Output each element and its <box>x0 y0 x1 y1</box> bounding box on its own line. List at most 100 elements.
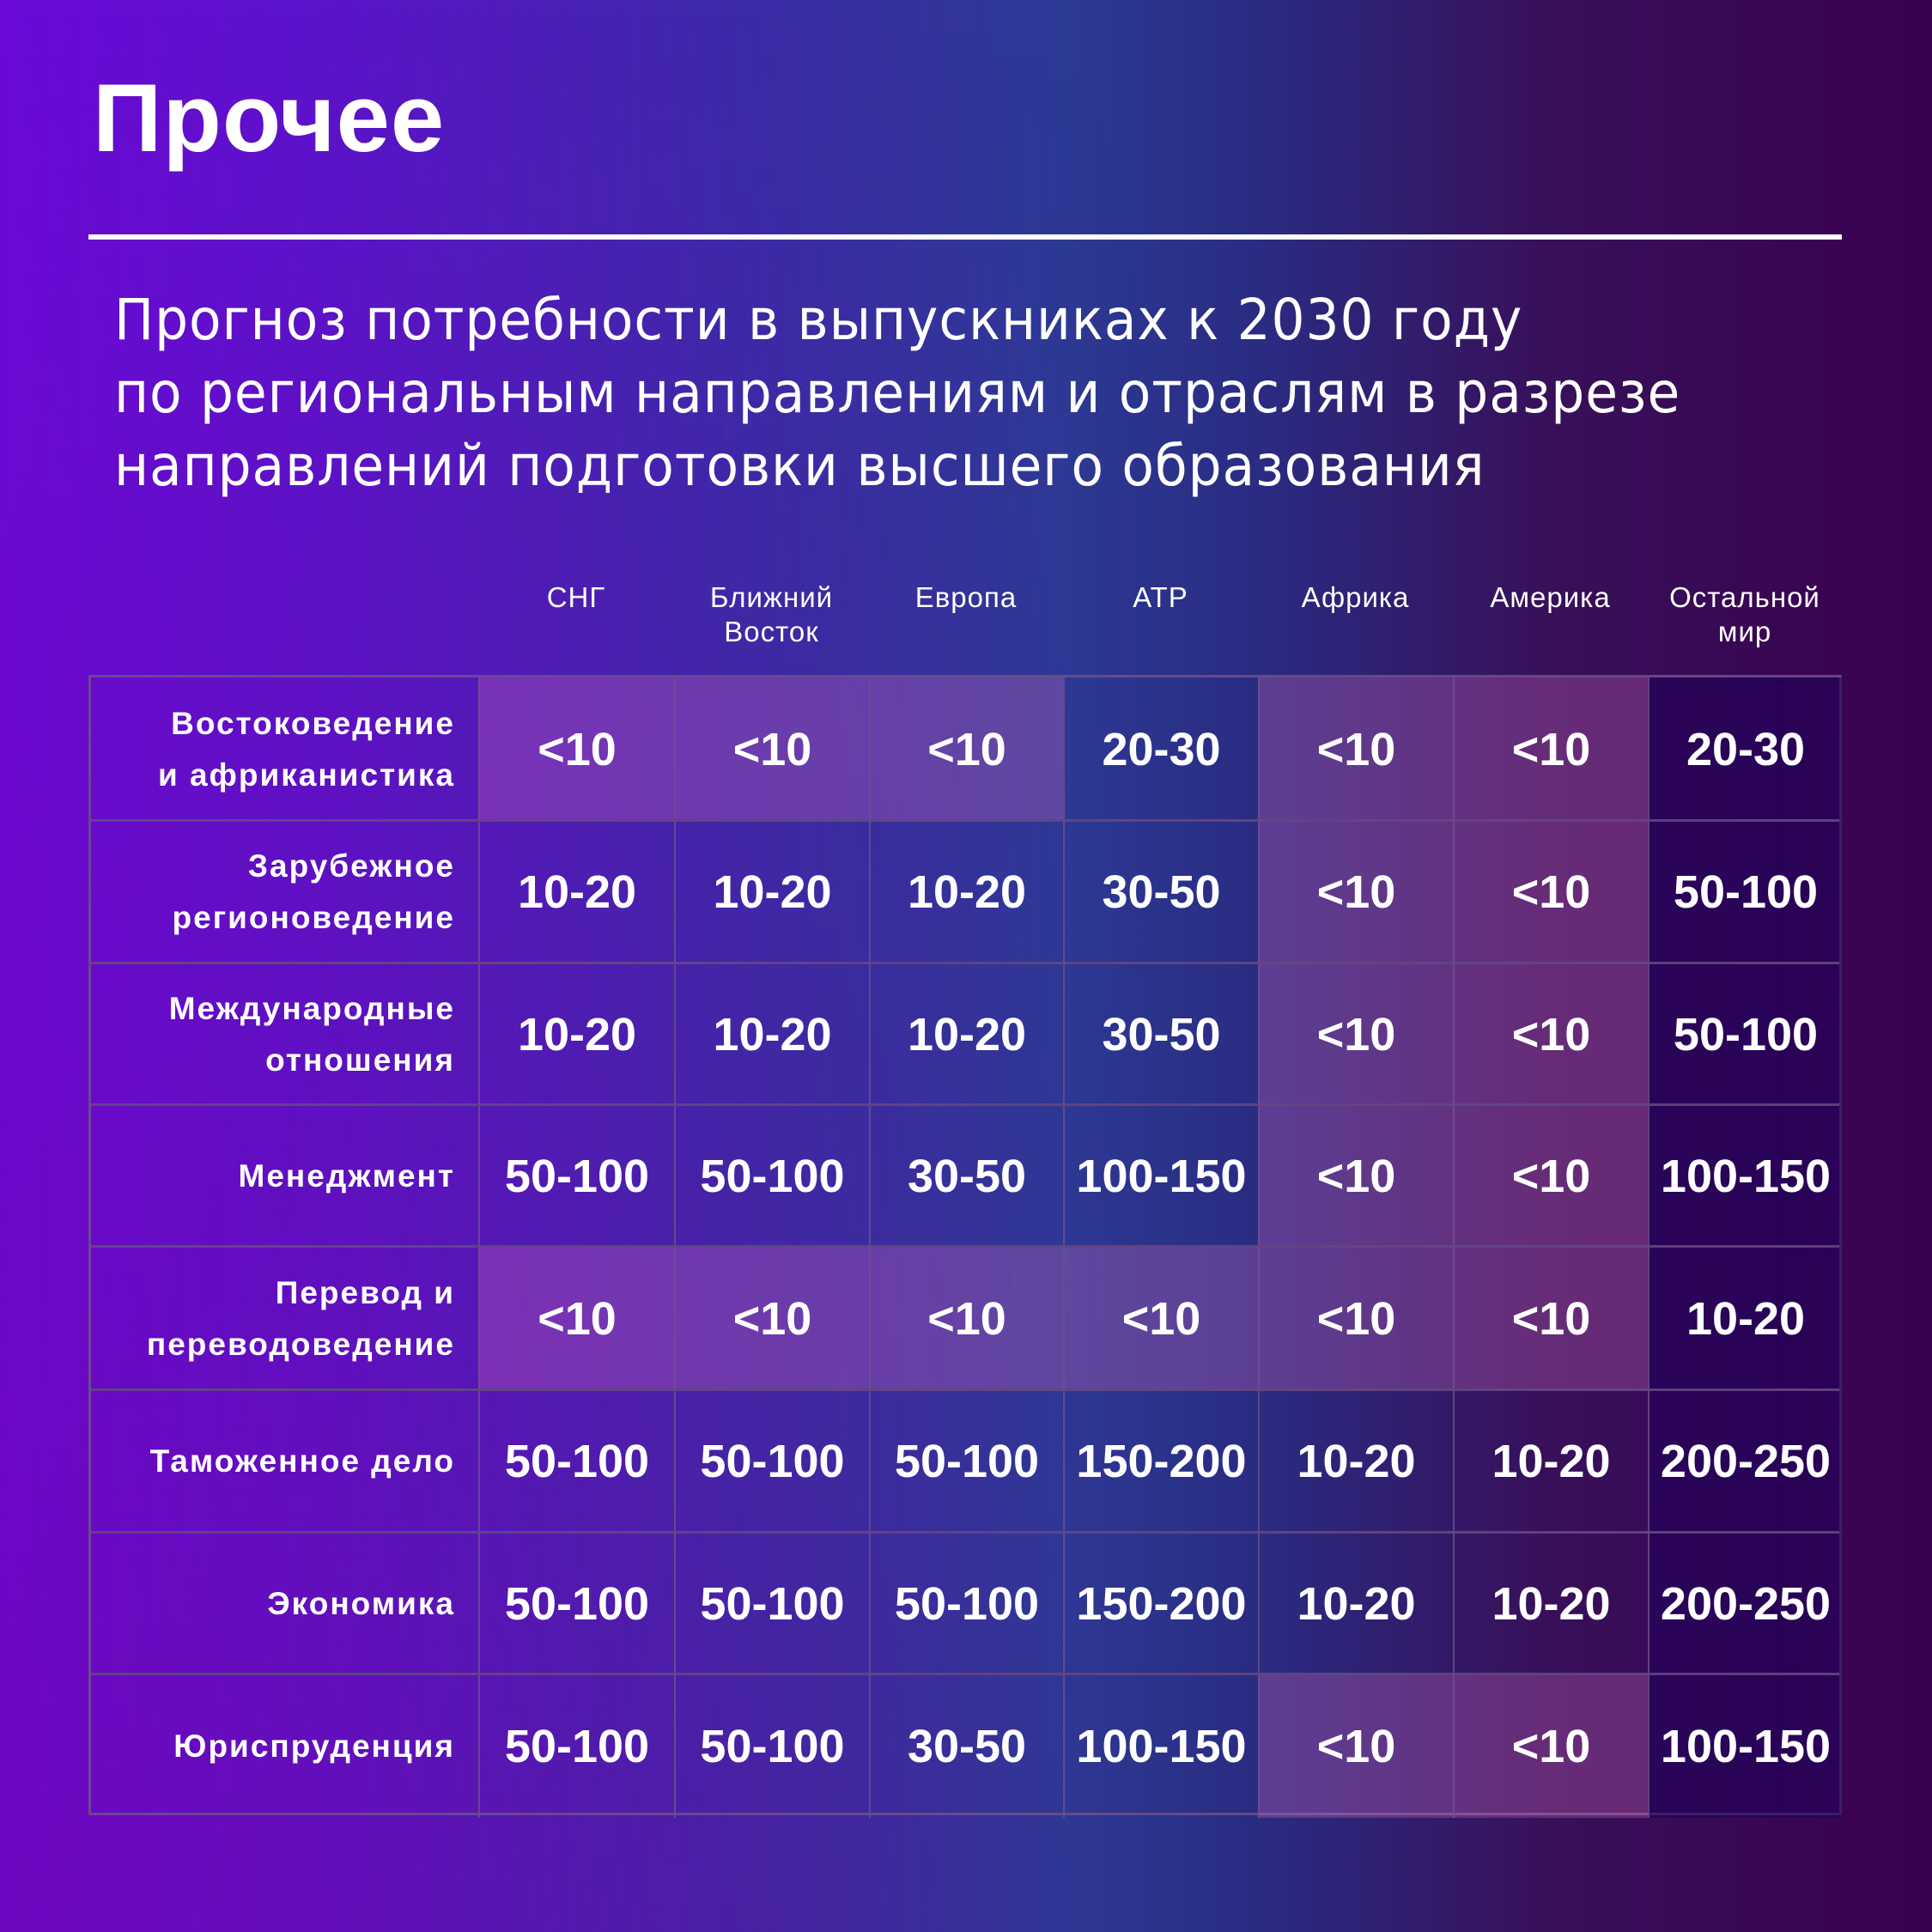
page-title: Прочее <box>93 64 446 172</box>
row-divider <box>91 1673 1839 1675</box>
table-cell: 10-20 <box>1453 1390 1648 1533</box>
row-label-line: Юриспруденция <box>173 1728 455 1764</box>
table-cell: 30-50 <box>869 1105 1063 1247</box>
row-label-line: Таможенное дело <box>149 1443 455 1479</box>
table-row: Таможенное дело 50-100 50-100 50-100 150-200… <box>91 1388 1842 1533</box>
row-label-line: Международные <box>168 990 455 1026</box>
table-cell: 50-100 <box>478 1390 674 1533</box>
row-divider <box>91 962 1839 964</box>
table-cell: <10 <box>1063 1247 1258 1390</box>
table-cell: 10-20 <box>478 963 674 1105</box>
subtitle-line: направлений подготовки высшего образован… <box>114 433 1485 499</box>
table-row: Зарубежное регионоведение 10-20 10-20 10-20 3… <box>91 819 1842 963</box>
table-cell: <10 <box>1453 1105 1648 1247</box>
column-header-line: Ближний <box>709 581 834 613</box>
subtitle-line: Прогноз потребности в выпускниках к 2030… <box>114 287 1523 353</box>
table-cell: <10 <box>1258 963 1453 1105</box>
row-label-line: регионоведение <box>172 900 455 935</box>
row-divider <box>91 819 1839 822</box>
table-row: Менеджмент 50-100 50-100 30-50 100-150 <10 <10… <box>91 1103 1842 1247</box>
table-cell: <10 <box>1258 821 1453 963</box>
row-label-line: и африканистика <box>157 756 455 793</box>
table-cell: <10 <box>869 1247 1063 1390</box>
row-label: Экономика <box>91 1533 481 1674</box>
table-cell: <10 <box>478 677 674 821</box>
table-cell: 50-100 <box>478 1533 674 1674</box>
row-label-line: Зарубежное <box>247 848 455 884</box>
row-label: Юриспруденция <box>91 1674 481 1818</box>
table-cell: <10 <box>674 677 869 821</box>
table-cell: 200-250 <box>1648 1533 1842 1674</box>
column-header: СНГ <box>478 580 674 615</box>
table-cell: 100-150 <box>1063 1105 1258 1247</box>
table-cell: <10 <box>478 1247 674 1390</box>
table-cell: <10 <box>1453 1674 1648 1818</box>
row-label: Менеджмент <box>91 1105 481 1247</box>
table-cell: 10-20 <box>1258 1390 1453 1533</box>
column-header-line: Европа <box>914 581 1018 613</box>
table-cell: 50-100 <box>674 1533 869 1674</box>
table-row: Перевод и переводоведение <10 <10 <10 <10 <10 <… <box>91 1245 1842 1390</box>
table-cell: 50-100 <box>478 1674 674 1818</box>
table-row: Востоковедение и африканистика <10 <10 <10 20… <box>91 677 1842 821</box>
table-cell: 50-100 <box>478 1105 674 1247</box>
table-row: Юриспруденция 50-100 50-100 30-50 100-150 <10… <box>91 1673 1842 1818</box>
table-cell: <10 <box>1258 1674 1453 1818</box>
column-header: Ближний Восток <box>674 580 869 649</box>
table-cell: 10-20 <box>674 963 869 1105</box>
subtitle-line: по региональным направлениям и отраслям … <box>114 360 1681 426</box>
table-cell: 10-20 <box>1648 1247 1842 1390</box>
table-cell: <10 <box>1258 1247 1453 1390</box>
row-label-line: Экономика <box>267 1585 455 1621</box>
table-cell: 20-30 <box>1063 677 1258 821</box>
table-cell: 50-100 <box>674 1390 869 1533</box>
table-cell: 30-50 <box>869 1674 1063 1818</box>
data-table: Востоковедение и африканистика <10 <10 <10 20… <box>88 675 1842 1818</box>
table-cell: 10-20 <box>478 821 674 963</box>
column-header: Европа <box>869 580 1063 615</box>
row-divider <box>91 1388 1839 1391</box>
table-cell: <10 <box>1453 677 1648 821</box>
table-cell: 50-100 <box>674 1105 869 1247</box>
table-cell: <10 <box>1258 1105 1453 1247</box>
column-header-line: мир <box>1717 616 1772 647</box>
table-cell: 50-100 <box>869 1390 1063 1533</box>
column-header-line: СНГ <box>546 581 606 613</box>
table-cell: 30-50 <box>1063 821 1258 963</box>
table-cell: 100-150 <box>1648 1674 1842 1818</box>
column-header-line: Остальной <box>1669 581 1820 613</box>
table-cell: <10 <box>1453 963 1648 1105</box>
row-label-line: Перевод и <box>275 1274 455 1310</box>
row-label: Таможенное дело <box>91 1390 481 1533</box>
row-label-line: переводоведение <box>146 1326 455 1362</box>
column-header-line: АТР <box>1133 581 1188 613</box>
table-cell: 10-20 <box>674 821 869 963</box>
row-label: Перевод и переводоведение <box>91 1247 481 1390</box>
table-cell: <10 <box>1453 821 1648 963</box>
table-cell: 10-20 <box>1258 1533 1453 1674</box>
row-divider <box>91 1103 1839 1106</box>
row-divider <box>91 1531 1839 1534</box>
table-cell: 30-50 <box>1063 963 1258 1105</box>
row-label-line: Востоковедение <box>171 705 455 741</box>
table-cell: <10 <box>1453 1247 1648 1390</box>
row-label: Зарубежное регионоведение <box>91 821 481 963</box>
table-cell: 10-20 <box>869 821 1063 963</box>
column-header: Африка <box>1258 580 1453 615</box>
title-divider <box>88 234 1842 240</box>
row-label-line: Менеджмент <box>238 1157 455 1194</box>
table-cell: <10 <box>1258 677 1453 821</box>
table-cell: 50-100 <box>869 1533 1063 1674</box>
table-cell: 100-150 <box>1063 1674 1258 1818</box>
table-cell: <10 <box>869 677 1063 821</box>
table-cell: 20-30 <box>1648 677 1842 821</box>
row-label: Востоковедение и африканистика <box>91 677 481 821</box>
subtitle: Прогноз потребности в выпускниках к 2030… <box>114 283 1752 502</box>
table-row: Экономика 50-100 50-100 50-100 150-200 10-20 1… <box>91 1531 1842 1674</box>
column-header: АТР <box>1063 580 1258 615</box>
table-row: Международные отношения 10-20 10-20 10-20 30-… <box>91 962 1842 1105</box>
column-header-line: Америка <box>1490 581 1611 613</box>
table-cell: 200-250 <box>1648 1390 1842 1533</box>
table-cell: 10-20 <box>1453 1533 1648 1674</box>
table-cell: 150-200 <box>1063 1533 1258 1674</box>
